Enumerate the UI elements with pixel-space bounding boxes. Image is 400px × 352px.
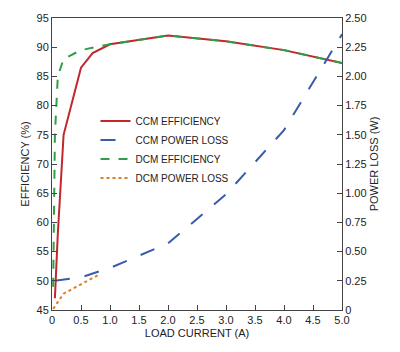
svg-text:50: 50 [37,275,49,287]
svg-text:2.25: 2.25 [345,41,366,53]
svg-text:4.0: 4.0 [276,314,291,326]
svg-text:4.5: 4.5 [305,314,320,326]
svg-text:3.5: 3.5 [247,314,262,326]
svg-text:0.25: 0.25 [345,275,366,287]
svg-text:1.5: 1.5 [131,314,146,326]
svg-text:1.50: 1.50 [345,129,366,141]
svg-text:1.00: 1.00 [345,187,366,199]
svg-text:3.0: 3.0 [218,314,233,326]
svg-text:60: 60 [37,216,49,228]
svg-text:0: 0 [345,304,351,316]
svg-text:LOAD CURRENT (A): LOAD CURRENT (A) [145,327,249,339]
svg-text:90: 90 [37,41,49,53]
svg-text:DCM EFFICIENCY: DCM EFFICIENCY [136,154,221,165]
svg-text:0: 0 [49,314,55,326]
svg-text:2.5: 2.5 [189,314,204,326]
svg-text:DCM POWER LOSS: DCM POWER LOSS [136,173,229,184]
svg-text:1.25: 1.25 [345,158,366,170]
svg-text:95: 95 [37,12,49,24]
svg-text:CCM EFFICIENCY: CCM EFFICIENCY [136,116,221,127]
svg-text:0.75: 0.75 [345,216,366,228]
svg-text:1.0: 1.0 [102,314,117,326]
svg-text:45: 45 [37,304,49,316]
svg-text:2.0: 2.0 [160,314,175,326]
svg-text:70: 70 [37,158,49,170]
svg-text:5.0: 5.0 [334,314,349,326]
svg-text:80: 80 [37,99,49,111]
svg-text:2.00: 2.00 [345,70,366,82]
svg-text:POWER LOSS (W): POWER LOSS (W) [368,117,380,212]
svg-text:2.50: 2.50 [345,12,366,24]
svg-text:CCM POWER LOSS: CCM POWER LOSS [136,135,229,146]
svg-text:1.75: 1.75 [345,99,366,111]
svg-text:0.5: 0.5 [73,314,88,326]
svg-text:EFFICIENCY (%): EFFICIENCY (%) [19,121,31,206]
svg-text:75: 75 [37,129,49,141]
svg-text:0.50: 0.50 [345,245,366,257]
svg-text:55: 55 [37,245,49,257]
svg-text:65: 65 [37,187,49,199]
svg-text:85: 85 [37,70,49,82]
